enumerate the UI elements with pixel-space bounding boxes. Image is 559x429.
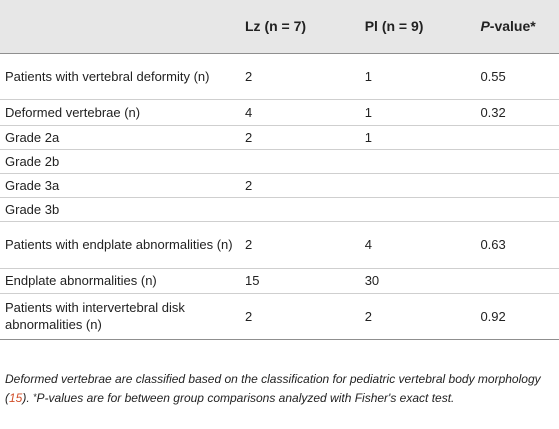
cell-lz: 2 xyxy=(244,237,253,252)
cell-lz: 2 xyxy=(244,129,253,145)
header-pl-label: Pl xyxy=(364,17,378,34)
row-label: Grade 3a xyxy=(5,177,60,193)
table-row: Grade 3b xyxy=(0,197,559,221)
cell-lz: 15 xyxy=(244,273,260,288)
cell-lz xyxy=(245,149,365,173)
row-label: Grade 3b xyxy=(5,201,60,217)
row-label: Patients with intervertebral disk abnorm… xyxy=(5,300,185,332)
cell-pvalue xyxy=(480,268,559,293)
table-body: Patients with vertebral deformity (n) 2 … xyxy=(0,53,559,339)
cell-pvalue: 0.32 xyxy=(480,104,506,120)
cell-pvalue: 0.92 xyxy=(480,308,506,324)
cell-pl: 1 xyxy=(364,129,372,145)
cell-pvalue xyxy=(480,149,559,173)
cell-pl xyxy=(365,149,481,173)
table-row: Grade 3a 2 xyxy=(0,173,559,197)
cell-pvalue xyxy=(480,173,559,197)
header-pl-n: (n = 9) xyxy=(381,17,424,34)
cell-pl xyxy=(365,197,481,221)
header-empty-cell xyxy=(0,0,245,53)
footnote-text-1: Deformed vertebrae are classified based … xyxy=(5,372,541,405)
cell-pl: 30 xyxy=(364,273,380,288)
table-row: Patients with intervertebral disk abnorm… xyxy=(0,293,559,339)
header-lz-n: (n = 7) xyxy=(264,17,307,34)
header-pl: Pl (n = 9) xyxy=(365,0,481,53)
row-label: Grade 2b xyxy=(5,153,60,169)
footnote-text-3: P-values are for between group compariso… xyxy=(36,391,455,405)
cell-pvalue: 0.55 xyxy=(480,68,506,84)
table-row: Patients with endplate abnormalities (n)… xyxy=(0,221,559,268)
row-label: Patients with vertebral deformity (n) xyxy=(5,68,210,84)
cell-lz: 2 xyxy=(244,177,253,193)
cell-pl: 1 xyxy=(364,68,372,84)
table-footnote: Deformed vertebrae are classified based … xyxy=(5,370,545,408)
table-row: Patients with vertebral deformity (n) 2 … xyxy=(0,53,559,99)
cell-pvalue: 0.63 xyxy=(480,237,506,252)
cell-pl: 2 xyxy=(364,308,372,324)
header-pvalue: P-value* xyxy=(480,0,559,53)
cell-pvalue xyxy=(480,125,559,149)
header-row: Lz (n = 7) Pl (n = 9) P-value* xyxy=(0,0,559,53)
cell-pl xyxy=(365,173,481,197)
table-row: Grade 2b xyxy=(0,149,559,173)
cell-lz: 2 xyxy=(244,68,253,84)
footnote-reference-link[interactable]: 15 xyxy=(9,391,23,405)
cell-pl: 4 xyxy=(364,237,372,252)
cell-pvalue xyxy=(480,197,559,221)
table-header: Lz (n = 7) Pl (n = 9) P-value* xyxy=(0,0,559,53)
cell-pl: 1 xyxy=(364,104,372,120)
header-lz-label: Lz xyxy=(244,17,261,34)
row-label: Patients with endplate abnormalities (n) xyxy=(5,237,233,252)
row-label: Grade 2a xyxy=(5,129,60,145)
row-label: Endplate abnormalities (n) xyxy=(5,273,157,288)
header-p-rest: -value* xyxy=(489,17,536,34)
table-row: Deformed vertebrae (n) 4 1 0.32 xyxy=(0,99,559,125)
row-label: Deformed vertebrae (n) xyxy=(5,104,141,120)
header-p-letter: P xyxy=(480,17,490,34)
cell-lz: 2 xyxy=(244,308,253,324)
cell-lz xyxy=(245,197,365,221)
cell-lz: 4 xyxy=(244,104,253,120)
header-lz: Lz (n = 7) xyxy=(245,0,365,53)
results-table: Lz (n = 7) Pl (n = 9) P-value* Patients … xyxy=(0,0,559,339)
table-row: Grade 2a 2 1 xyxy=(0,125,559,149)
footnote-text-2: ). xyxy=(22,391,34,405)
footnote-asterisk: * xyxy=(33,392,37,402)
table-row: Endplate abnormalities (n) 15 30 xyxy=(0,268,559,293)
